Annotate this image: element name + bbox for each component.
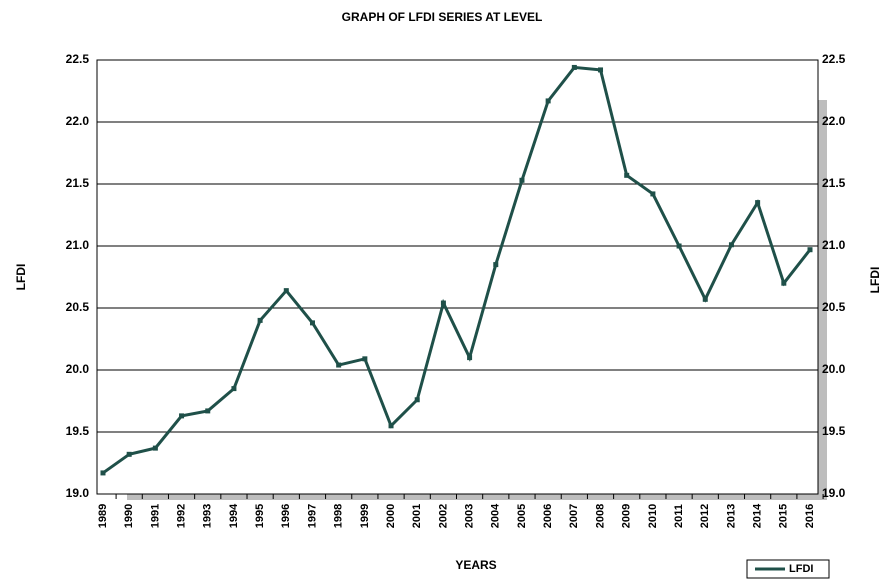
point-marker	[283, 288, 289, 294]
x-tick-label: 1995	[254, 504, 266, 528]
y-tick-label: 22.0	[66, 114, 90, 128]
y-axis-label: LFDI	[14, 264, 28, 291]
point-marker	[676, 243, 682, 249]
point-marker	[152, 445, 158, 451]
point-marker	[467, 355, 473, 361]
y2-tick-label: 22.5	[822, 52, 846, 66]
point-marker	[257, 317, 263, 323]
x-tick-label: 1999	[359, 504, 371, 528]
x-tick-label: 1991	[149, 504, 161, 528]
point-marker	[179, 413, 185, 419]
y2-tick-label: 19.0	[822, 486, 846, 500]
y2-tick-label: 19.5	[822, 424, 846, 438]
point-marker	[126, 451, 132, 457]
line-series	[102, 65, 812, 475]
x-tick-label: 2005	[516, 504, 528, 528]
y-tick-label: 19.0	[66, 486, 90, 500]
point-marker	[493, 262, 499, 268]
y2-tick-label: 21.5	[822, 176, 846, 190]
y2-tick-label: 22.0	[822, 114, 846, 128]
point-marker	[545, 98, 551, 104]
point-marker	[519, 177, 525, 183]
point-marker	[807, 247, 813, 253]
y-tick-label: 19.5	[66, 424, 90, 438]
x-tick-label: 1989	[97, 504, 109, 528]
x-tick-label: 2001	[411, 504, 423, 528]
point-marker	[624, 172, 630, 178]
point-marker	[571, 64, 577, 70]
x-tick-label: 2000	[385, 504, 397, 528]
legend-label: LFDI	[789, 563, 813, 575]
x-axis-label: YEARS	[455, 558, 496, 572]
x-tick-label: 1990	[123, 504, 135, 528]
chart-title: GRAPH OF LFDI SERIES AT LEVEL	[342, 10, 543, 24]
point-marker	[702, 296, 708, 302]
x-tick-label: 2012	[699, 504, 711, 528]
x-tick-label: 2004	[490, 503, 502, 528]
y2-tick-label: 20.5	[822, 300, 846, 314]
x-tick-label: 1993	[202, 504, 214, 528]
x-tick-label: 2016	[804, 504, 816, 528]
x-tick-label: 2011	[673, 504, 685, 528]
x-tick-label: 2010	[647, 504, 659, 528]
y2-axis-label: LFDI	[868, 267, 882, 294]
plot-area	[96, 59, 819, 495]
x-tick-label: 2009	[621, 504, 633, 528]
x-tick-label: 2013	[725, 504, 737, 528]
x-tick-label: 2003	[463, 504, 475, 528]
y-tick-label: 20.0	[66, 362, 90, 376]
legend	[746, 559, 830, 579]
point-marker	[362, 356, 368, 362]
x-tick-label: 2008	[594, 504, 606, 528]
x-tick-label: 2002	[437, 504, 449, 528]
point-marker	[336, 362, 342, 368]
point-marker	[781, 280, 787, 286]
point-marker	[309, 320, 315, 326]
x-tick-label: 1997	[306, 504, 318, 528]
y-tick-label: 22.5	[66, 52, 90, 66]
point-marker	[205, 408, 211, 414]
x-tick-label: 1992	[175, 504, 187, 528]
x-tick-label: 1996	[280, 504, 292, 528]
x-tick-label: 1998	[333, 504, 345, 528]
point-marker	[414, 397, 420, 403]
x-tick-label: 2006	[542, 504, 554, 528]
point-marker	[755, 200, 761, 206]
y-tick-label: 21.5	[66, 176, 90, 190]
x-tick-label: 2007	[568, 504, 580, 528]
x-tick-label: 2014	[752, 503, 764, 528]
x-tick-label: 1994	[228, 503, 240, 528]
point-marker	[388, 423, 394, 429]
point-marker	[598, 67, 604, 73]
x-tick-label: 2015	[778, 504, 790, 528]
point-marker	[650, 191, 656, 197]
y2-tick-label: 20.0	[822, 362, 846, 376]
point-marker	[728, 242, 734, 248]
point-marker	[100, 470, 106, 476]
y-tick-label: 20.5	[66, 300, 90, 314]
point-marker	[440, 300, 446, 306]
point-marker	[231, 386, 237, 392]
y2-tick-label: 21.0	[822, 238, 846, 252]
y-tick-label: 21.0	[66, 238, 90, 252]
